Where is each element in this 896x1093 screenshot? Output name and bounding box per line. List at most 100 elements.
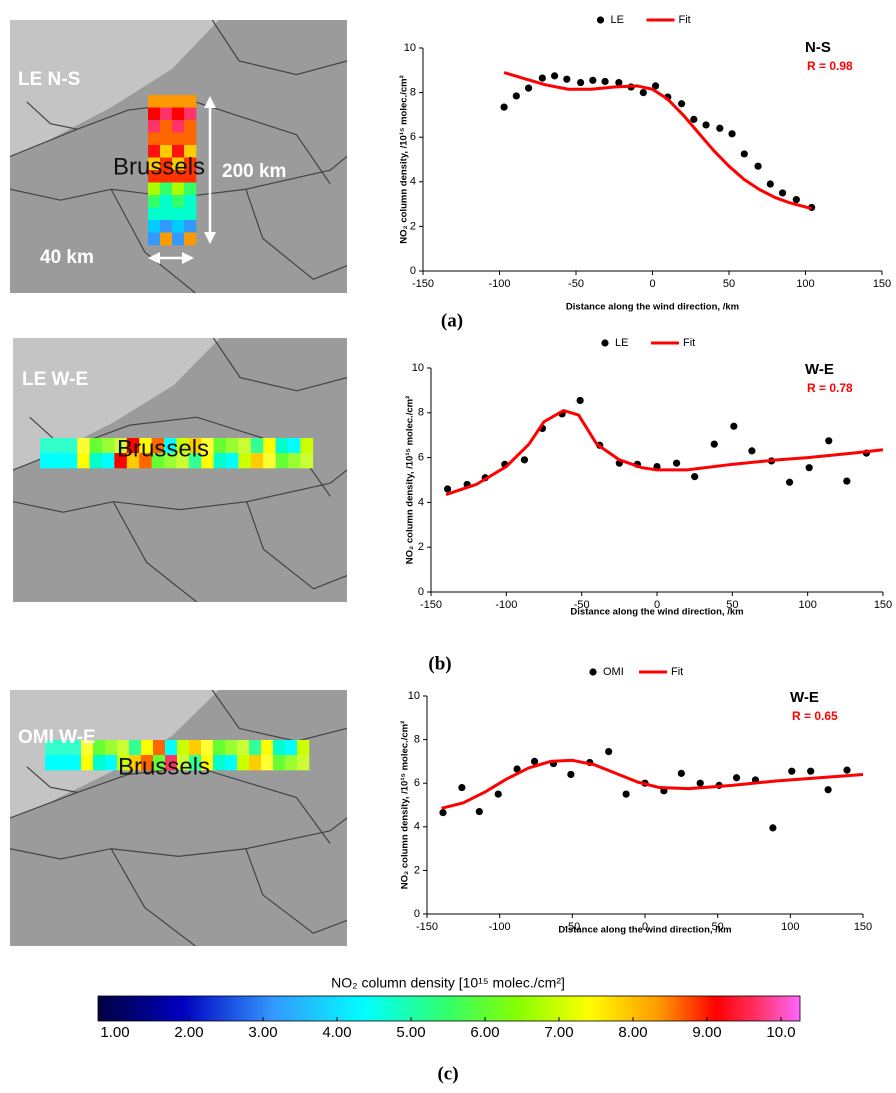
map-cell bbox=[176, 438, 190, 454]
map-cell bbox=[164, 453, 177, 469]
map-cell bbox=[226, 453, 239, 469]
data-point bbox=[458, 783, 466, 792]
map-cell bbox=[201, 438, 214, 454]
data-point bbox=[728, 130, 736, 138]
y-tick-label: 6 bbox=[418, 452, 424, 464]
map-cell bbox=[148, 195, 161, 208]
map-label: LE N-S bbox=[18, 69, 80, 90]
map-cell bbox=[160, 107, 173, 121]
map-label: LE W-E bbox=[22, 369, 88, 390]
data-point bbox=[530, 757, 539, 766]
map-cell bbox=[126, 453, 140, 469]
colorbar-tick-label: 6.00 bbox=[470, 1024, 499, 1041]
map-cell bbox=[57, 740, 70, 756]
map-cell bbox=[275, 438, 289, 454]
map-cell bbox=[189, 740, 202, 756]
y-axis-label: NO₂ column density, /10¹⁵ molec./cm² bbox=[400, 721, 411, 889]
data-point bbox=[696, 779, 704, 787]
map-cell bbox=[129, 755, 142, 771]
y-tick-label: 0 bbox=[410, 265, 416, 277]
map-cell bbox=[177, 740, 190, 756]
panel-label: (c) bbox=[437, 1063, 458, 1084]
map-cell bbox=[238, 438, 252, 454]
y-tick-label: 6 bbox=[414, 777, 420, 789]
data-point bbox=[824, 786, 832, 794]
map-cell bbox=[89, 453, 103, 469]
x-tick-label: 100 bbox=[796, 278, 814, 290]
map-cell bbox=[40, 453, 53, 469]
map-border bbox=[212, 338, 347, 392]
x-tick-label: -100 bbox=[488, 278, 510, 290]
map-cell bbox=[40, 438, 53, 454]
city-label: Brussels bbox=[118, 753, 210, 780]
map-cell bbox=[114, 453, 128, 469]
map-cell bbox=[160, 120, 173, 133]
map-cell bbox=[297, 755, 310, 771]
map-cell bbox=[114, 438, 128, 454]
map-cell bbox=[93, 755, 106, 771]
map-cell bbox=[261, 755, 274, 771]
fit-line bbox=[503, 71, 812, 211]
map-cell bbox=[225, 740, 238, 756]
map-cell bbox=[160, 182, 173, 196]
map-cell bbox=[273, 755, 286, 771]
legend-label: OMI bbox=[603, 666, 624, 678]
data-point bbox=[563, 75, 571, 83]
map-cell bbox=[139, 453, 152, 469]
x-tick-label: 50 bbox=[712, 921, 724, 933]
map-cell bbox=[297, 740, 310, 756]
x-tick-label: -50 bbox=[564, 921, 580, 933]
map-cell bbox=[288, 453, 301, 469]
map-cell bbox=[300, 453, 314, 469]
map-cell bbox=[148, 145, 161, 158]
map-cell bbox=[45, 740, 58, 756]
map-cell bbox=[45, 755, 58, 771]
map-cell bbox=[249, 740, 262, 756]
map-cell bbox=[189, 755, 202, 771]
map-body: OMI W-E Brussels bbox=[10, 690, 347, 946]
length-label: 200 km bbox=[222, 161, 286, 182]
data-point bbox=[520, 456, 529, 464]
data-point bbox=[601, 77, 609, 86]
map-border bbox=[211, 20, 347, 76]
data-point bbox=[672, 459, 681, 467]
data-point bbox=[677, 769, 685, 777]
data-point bbox=[702, 121, 710, 129]
annotation: N-S bbox=[805, 39, 831, 56]
map-border bbox=[26, 101, 78, 130]
y-tick-label: 2 bbox=[418, 541, 424, 553]
x-axis-label: Distance along the wind direction, /km bbox=[570, 607, 743, 618]
map-cell bbox=[148, 182, 161, 196]
map-cell bbox=[69, 740, 82, 756]
chart: 0 2 4 6 8 10 -150 -100 -50 0 50 100 150 Distance alon… bbox=[399, 14, 892, 331]
colorbar bbox=[97, 995, 801, 1022]
data-point bbox=[843, 477, 851, 485]
map-border bbox=[246, 501, 347, 590]
x-tick-label: -100 bbox=[489, 921, 511, 933]
data-point bbox=[538, 74, 546, 82]
y-axis-label: NO₂ column density, /10¹⁵ molec./cm² bbox=[399, 75, 410, 243]
y-tick-label: 8 bbox=[410, 87, 416, 99]
map-cell bbox=[237, 740, 250, 756]
map-cell bbox=[148, 207, 161, 221]
colorbar-tick-label: 2.00 bbox=[174, 1024, 203, 1041]
colorbar-tick-label: 9.00 bbox=[692, 1024, 721, 1041]
y-tick-label: 4 bbox=[418, 496, 424, 508]
map-cell bbox=[172, 95, 185, 108]
map-cell bbox=[300, 438, 314, 454]
annotation: R = 0.65 bbox=[792, 709, 838, 723]
map-cell bbox=[164, 438, 177, 454]
annotation: W-E bbox=[805, 361, 834, 378]
map-cell bbox=[105, 755, 118, 771]
data-point bbox=[615, 78, 623, 87]
map-cell bbox=[148, 157, 161, 171]
map-cell bbox=[250, 438, 264, 454]
map-cell bbox=[52, 438, 66, 454]
data-point bbox=[785, 478, 794, 486]
map-border bbox=[245, 189, 347, 281]
map-cell bbox=[102, 438, 115, 454]
x-tick-label: 150 bbox=[854, 921, 872, 933]
